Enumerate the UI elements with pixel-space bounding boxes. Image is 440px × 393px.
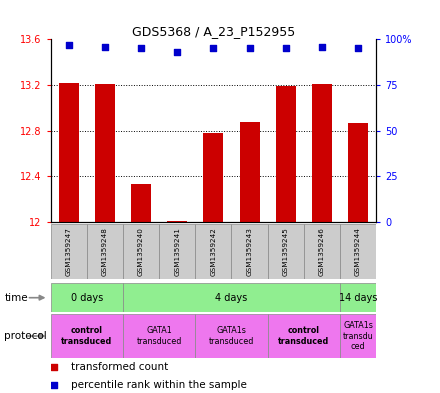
Bar xyxy=(340,314,376,358)
Point xyxy=(51,364,58,371)
Bar xyxy=(203,133,224,222)
Point xyxy=(210,45,217,51)
Bar xyxy=(231,224,268,279)
Bar xyxy=(276,86,296,222)
Point xyxy=(319,44,326,50)
Text: GSM1359244: GSM1359244 xyxy=(355,227,361,276)
Text: time: time xyxy=(4,293,28,303)
Text: 14 days: 14 days xyxy=(339,293,377,303)
Text: GSM1359247: GSM1359247 xyxy=(66,227,72,276)
Text: GSM1359246: GSM1359246 xyxy=(319,227,325,276)
Point xyxy=(138,45,145,51)
Text: control
transduced: control transduced xyxy=(61,326,112,346)
Point xyxy=(101,44,108,50)
Point xyxy=(246,45,253,51)
Text: percentile rank within the sample: percentile rank within the sample xyxy=(71,380,247,390)
Text: 4 days: 4 days xyxy=(215,293,248,303)
Bar xyxy=(195,224,231,279)
Text: GSM1359248: GSM1359248 xyxy=(102,227,108,276)
Bar xyxy=(304,224,340,279)
Bar xyxy=(87,224,123,279)
Bar xyxy=(51,224,87,279)
Bar xyxy=(268,224,304,279)
Bar xyxy=(51,314,123,358)
Bar xyxy=(167,221,187,222)
Bar xyxy=(123,283,340,312)
Text: GATA1
transduced: GATA1 transduced xyxy=(136,326,182,346)
Point xyxy=(65,42,72,48)
Text: GATA1s
transduced: GATA1s transduced xyxy=(209,326,254,346)
Point xyxy=(174,49,181,55)
Bar xyxy=(51,283,123,312)
Bar xyxy=(340,224,376,279)
Bar xyxy=(59,83,79,222)
Text: transformed count: transformed count xyxy=(71,362,169,373)
Bar xyxy=(312,84,332,222)
Bar xyxy=(123,224,159,279)
Bar xyxy=(195,314,268,358)
Bar xyxy=(348,123,368,222)
Point xyxy=(51,382,58,388)
Text: 0 days: 0 days xyxy=(71,293,103,303)
Bar xyxy=(123,314,195,358)
Bar xyxy=(95,84,115,222)
Text: GSM1359245: GSM1359245 xyxy=(283,227,289,276)
Text: protocol: protocol xyxy=(4,331,47,341)
Text: GSM1359243: GSM1359243 xyxy=(246,227,253,276)
Bar xyxy=(340,283,376,312)
Text: GSM1359241: GSM1359241 xyxy=(174,227,180,276)
Text: GSM1359240: GSM1359240 xyxy=(138,227,144,276)
Bar xyxy=(159,224,195,279)
Bar xyxy=(240,121,260,222)
Text: control
transduced: control transduced xyxy=(278,326,330,346)
Text: GATA1s
transdu
ced: GATA1s transdu ced xyxy=(343,321,374,351)
Text: GSM1359242: GSM1359242 xyxy=(210,227,216,276)
Point xyxy=(355,45,362,51)
Bar xyxy=(268,314,340,358)
Bar xyxy=(131,184,151,222)
Title: GDS5368 / A_23_P152955: GDS5368 / A_23_P152955 xyxy=(132,25,295,38)
Point xyxy=(282,45,289,51)
